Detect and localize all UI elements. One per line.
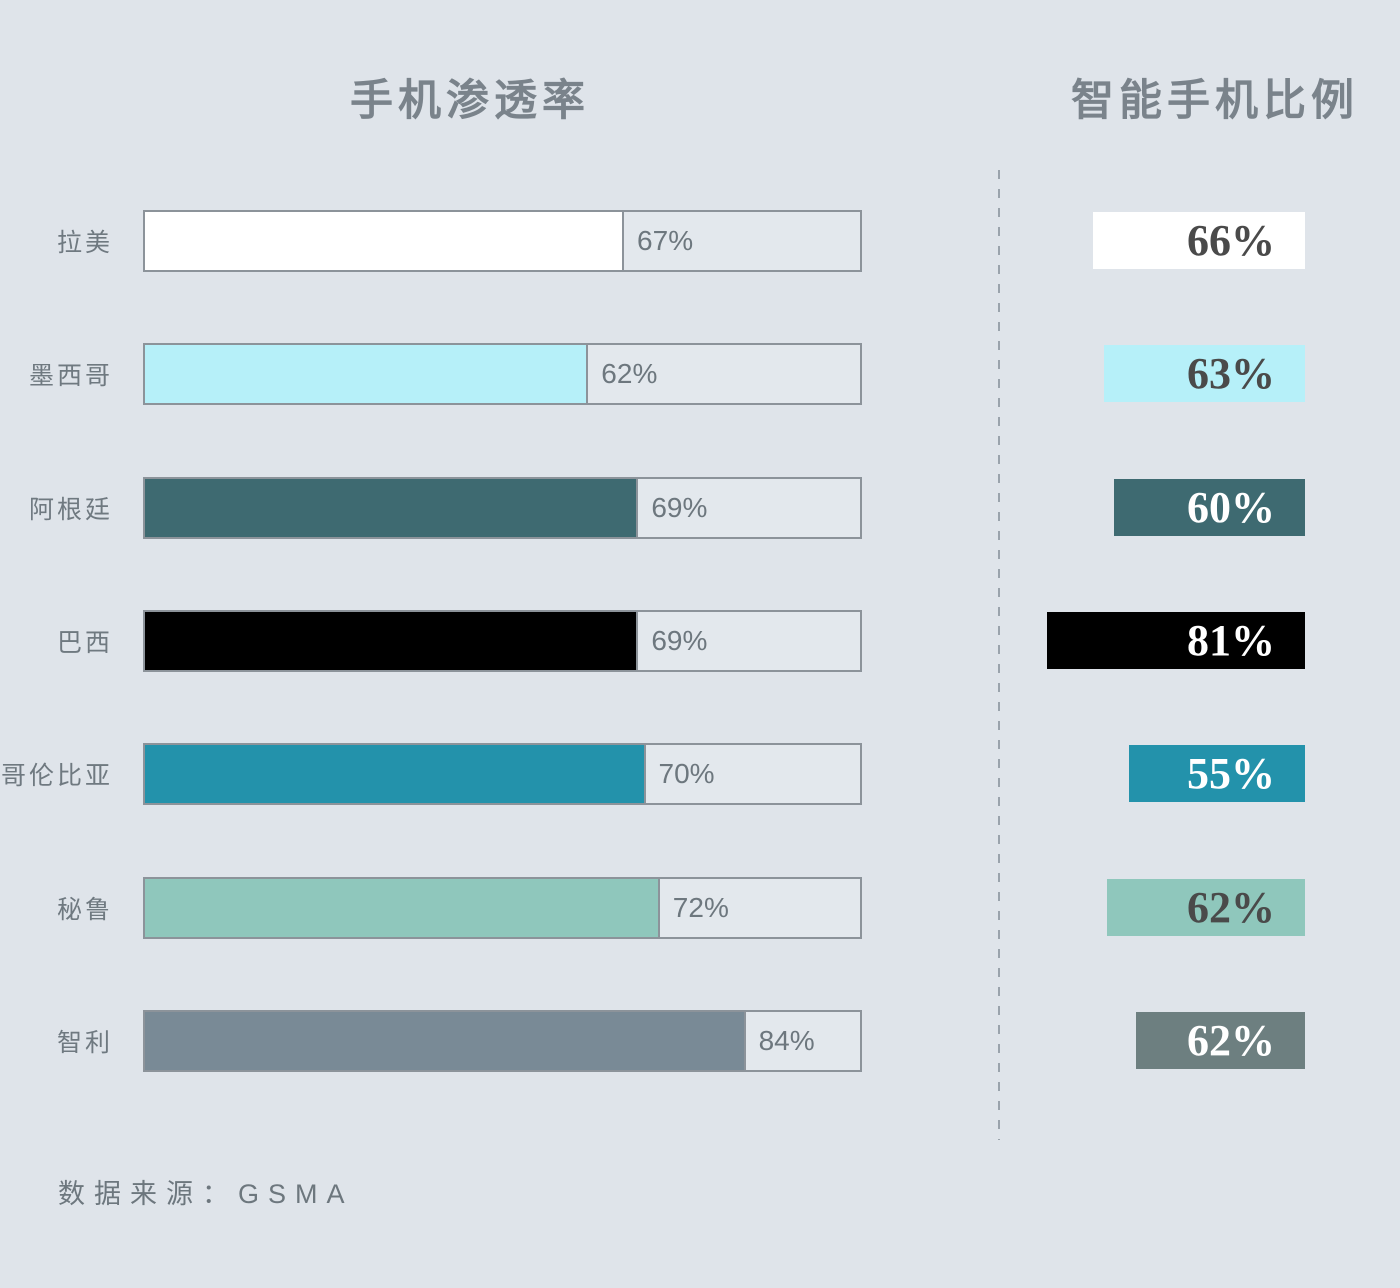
smartphone-value-label: 55% xyxy=(1187,749,1275,799)
penetration-bar-track: 69% xyxy=(143,609,862,672)
chart-row: 秘鲁 72% 62% xyxy=(0,876,1400,939)
penetration-bar-fill xyxy=(145,878,660,937)
country-label: 巴西 xyxy=(56,628,113,657)
penetration-bar-fill xyxy=(145,611,639,670)
data-source-note: 数据来源：GSMA xyxy=(58,1179,354,1209)
chart-row: 阿根廷 69% 60% xyxy=(0,476,1400,539)
right-panel-title: 智能手机比例 xyxy=(1071,77,1359,125)
smartphone-share-bar: 63% xyxy=(1104,345,1305,403)
smartphone-share-bar: 62% xyxy=(1107,878,1305,936)
penetration-bar-fill xyxy=(145,345,589,404)
penetration-value-label: 84% xyxy=(758,1024,815,1056)
country-label: 墨西哥 xyxy=(28,362,113,391)
penetration-bar-track: 62% xyxy=(143,343,862,406)
penetration-bar-fill xyxy=(145,212,625,270)
penetration-value-label: 69% xyxy=(651,624,708,656)
penetration-bar-fill xyxy=(145,1011,746,1070)
country-label: 哥伦比亚 xyxy=(0,762,113,791)
smartphone-value-label: 66% xyxy=(1187,216,1275,265)
smartphone-value-label: 63% xyxy=(1187,349,1275,399)
smartphone-share-bar: 66% xyxy=(1093,212,1305,269)
penetration-bar-track: 67% xyxy=(143,210,862,272)
penetration-bar-track: 70% xyxy=(143,743,862,806)
penetration-bar-track: 84% xyxy=(143,1009,862,1072)
country-label: 智利 xyxy=(56,1028,113,1057)
left-panel-title: 手机渗透率 xyxy=(350,77,590,125)
penetration-value-label: 72% xyxy=(672,891,729,923)
penetration-value-label: 70% xyxy=(658,758,715,790)
smartphone-share-bar: 60% xyxy=(1114,478,1305,536)
country-label: 秘鲁 xyxy=(56,895,113,924)
smartphone-value-label: 62% xyxy=(1187,882,1275,932)
penetration-bar-track: 72% xyxy=(143,876,862,939)
chart-row: 智利 84% 62% xyxy=(0,1009,1400,1072)
smartphone-value-label: 60% xyxy=(1187,482,1275,532)
smartphone-share-bar: 81% xyxy=(1047,611,1305,669)
chart-row: 巴西 69% 81% xyxy=(0,609,1400,672)
chart-row: 拉美 67% 66% xyxy=(0,210,1400,272)
penetration-value-label: 69% xyxy=(651,491,708,523)
penetration-value-label: 62% xyxy=(601,358,658,390)
penetration-value-label: 67% xyxy=(637,225,694,256)
dashed-divider-line xyxy=(998,170,1000,1140)
country-label: 阿根廷 xyxy=(28,495,113,524)
country-label: 拉美 xyxy=(56,229,113,257)
smartphone-value-label: 81% xyxy=(1187,615,1275,665)
penetration-bar-track: 69% xyxy=(143,476,862,539)
penetration-bar-fill xyxy=(145,478,639,537)
penetration-bar-fill xyxy=(145,745,646,804)
smartphone-value-label: 62% xyxy=(1187,1015,1275,1065)
smartphone-share-bar: 55% xyxy=(1129,745,1305,803)
chart-row: 哥伦比亚 70% 55% xyxy=(0,743,1400,806)
smartphone-share-bar: 62% xyxy=(1136,1011,1305,1069)
chart-row: 墨西哥 62% 63% xyxy=(0,343,1400,406)
